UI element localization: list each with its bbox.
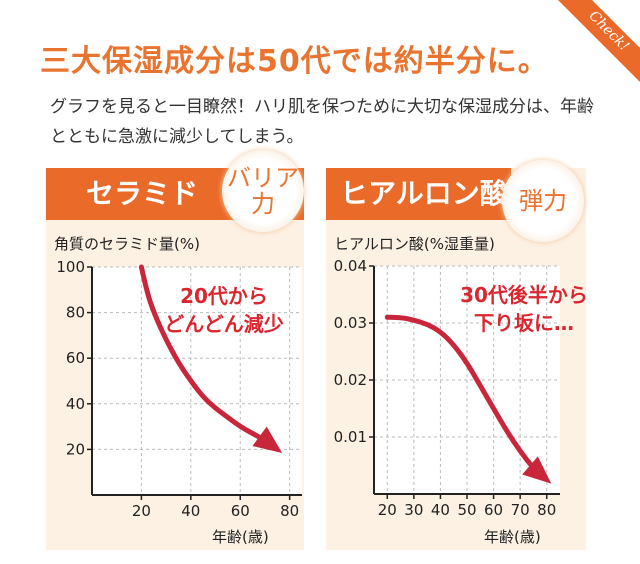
page-subtitle: グラフを見ると一目瞭然！ハリ肌を保つために大切な保湿成分は、年齢とともに急激に減… <box>50 97 594 147</box>
ceramide-x-tick-label: 20 <box>132 502 151 520</box>
ceramide-badge-line-2: 力 <box>251 190 275 218</box>
hyaluronic-series-line <box>384 314 542 476</box>
ceramide-annotation-line: どんどん減少 <box>164 312 283 336</box>
ceramide-x-tick-label: 60 <box>231 502 250 520</box>
hyaluronic-x-tick-label: 70 <box>511 501 530 519</box>
hyaluronic-x-tick-label: 80 <box>537 501 556 519</box>
hyaluronic-x-tick-label: 20 <box>378 501 397 519</box>
hyaluronic-x-tick-label: 50 <box>457 501 476 519</box>
ceramide-y-tick-label: 60 <box>66 349 85 367</box>
hyaluronic-y-tick-label: 0.02 <box>334 371 367 389</box>
hyaluronic-arrowhead <box>522 456 552 484</box>
ceramide-y-tick-label: 100 <box>56 258 85 276</box>
ceramide-annotation-line: 20代から <box>180 284 268 308</box>
ceramide-x-axis-label: 年齢(歳) <box>212 528 269 546</box>
ceramide-x-tick-label: 40 <box>181 502 200 520</box>
hyaluronic-panel-title: ヒアルロン酸 <box>340 177 508 210</box>
ceramide-series-line <box>138 264 273 447</box>
hyaluronic-panel: ヒアルロン酸 ヒアルロン酸(%湿重量) 年齢(歳) 20 30 40 50 60 70 80… <box>326 168 588 550</box>
hyaluronic-x-tick-label: 40 <box>431 501 450 519</box>
ceramide-y-tick-label: 80 <box>66 304 85 322</box>
hyaluronic-chart: 20 30 40 50 60 70 80 0.04 0.03 0.02 0.01 30代後半から下り坂… <box>334 257 588 519</box>
hyaluronic-panel-header: ヒアルロン酸 <box>326 168 511 220</box>
ceramide-badge-line-1: バリア <box>227 164 299 192</box>
hyaluronic-badge-line-1: 弾力 <box>519 187 567 215</box>
hyaluronic-x-axis-label: 年齢(歳) <box>484 528 541 546</box>
ceramide-plot-area <box>92 267 302 495</box>
ceramide-x-tick-label: 80 <box>280 502 299 520</box>
hyaluronic-annotation-line: 下り坂に… <box>474 311 574 335</box>
ceramide-badge: バリア 力 <box>222 150 304 232</box>
check-tag: Check! <box>558 0 640 82</box>
hyaluronic-badge: 弾力 <box>502 160 584 242</box>
page-title: 三大保湿成分は50代では約半分に。 <box>40 44 549 79</box>
hyaluronic-y-tick-label: 0.03 <box>334 314 367 332</box>
hyaluronic-y-axis-label: ヒアルロン酸(%湿重量) <box>334 235 495 253</box>
hyaluronic-x-tick-label: 60 <box>484 501 503 519</box>
ceramide-panel-title: セラミド <box>86 177 199 210</box>
ceramide-arrowhead <box>252 426 283 453</box>
hyaluronic-y-tick-label: 0.01 <box>334 428 367 446</box>
hyaluronic-annotation-line: 30代後半から <box>460 283 588 307</box>
ceramide-y-tick-label: 20 <box>66 440 85 458</box>
hyaluronic-y-tick-label: 0.04 <box>334 257 367 275</box>
ceramide-y-axis-label: 角質のセラミド量(%) <box>54 235 200 253</box>
hyaluronic-x-tick-label: 30 <box>404 501 423 519</box>
ceramide-y-tick-label: 40 <box>66 395 85 413</box>
